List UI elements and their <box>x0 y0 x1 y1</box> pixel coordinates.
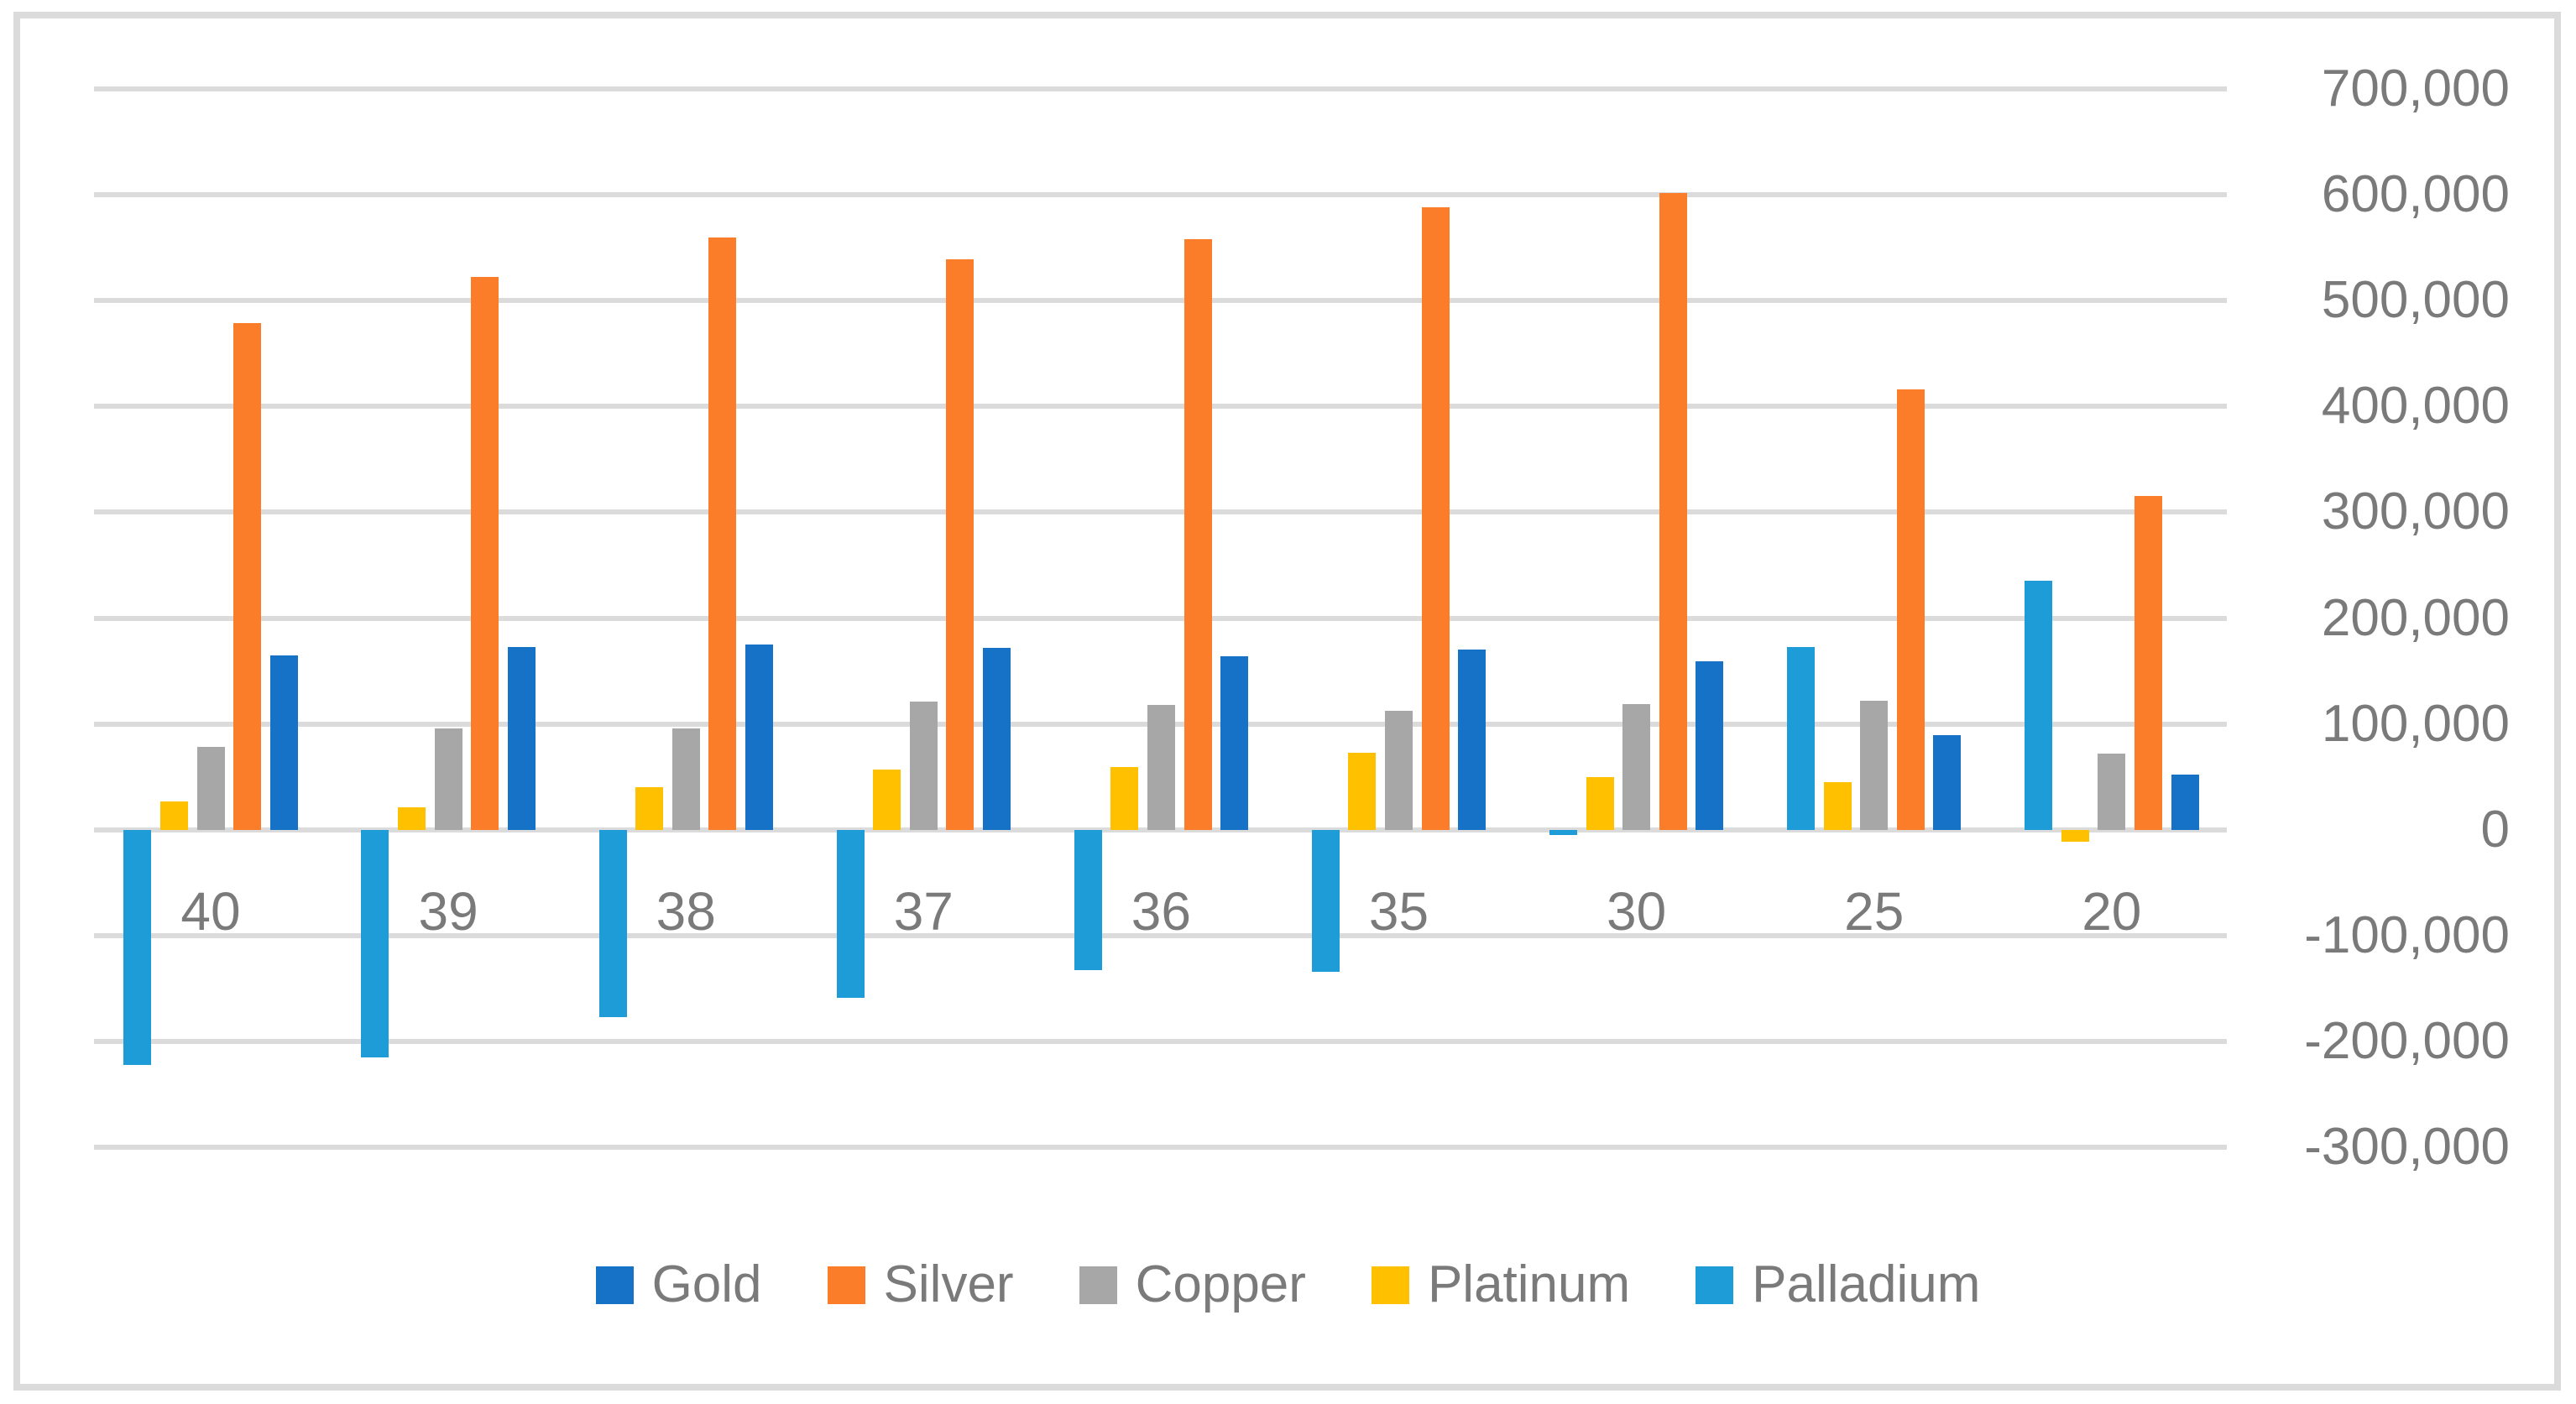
chart-legend: Gold Silver Copper Platinum Palladium <box>0 1255 2576 1315</box>
legend-item-platinum: Platinum <box>1371 1255 1631 1313</box>
palladium-bar <box>598 829 627 1017</box>
silver-bar <box>1659 192 1687 830</box>
legend-label: Silver <box>883 1255 1014 1313</box>
palladium-bar <box>1311 829 1340 972</box>
platinum-bar <box>1586 776 1614 830</box>
platinum-bar <box>873 769 901 830</box>
y-axis-tick-label: 600,000 <box>2321 165 2510 224</box>
y-axis-tick-label: 700,000 <box>2321 60 2510 117</box>
gridline <box>94 509 2227 515</box>
platinum-bar <box>635 787 664 830</box>
copper-bar <box>196 747 225 830</box>
platinum-bar <box>2061 829 2089 842</box>
x-axis-category-label: 40 <box>180 881 241 942</box>
silver-legend-swatch-icon <box>827 1266 865 1304</box>
silver-bar <box>1896 389 1925 830</box>
y-axis-tick-label: 100,000 <box>2321 694 2510 753</box>
y-axis-tick-label: 200,000 <box>2321 588 2510 647</box>
x-axis-category-label: 20 <box>2082 881 2142 942</box>
gold-bar <box>1220 655 1249 830</box>
x-axis-category-label: 36 <box>1131 881 1191 942</box>
silver-bar <box>1183 239 1212 830</box>
palladium-bar <box>361 829 389 1057</box>
x-axis-category-label: 39 <box>418 881 478 942</box>
silver-bar <box>708 237 737 830</box>
gridline <box>94 1145 2227 1150</box>
legend-item-palladium: Palladium <box>1696 1259 1980 1311</box>
y-axis-tick-label: -300,000 <box>2304 1118 2510 1176</box>
copper-bar <box>671 728 700 830</box>
copper-bar <box>1860 700 1889 830</box>
gold-bar <box>1933 735 1962 830</box>
platinum-bar <box>159 801 188 830</box>
copper-bar <box>2098 753 2126 830</box>
copper-bar <box>909 702 938 830</box>
platinum-bar <box>1823 781 1852 830</box>
legend-item-copper: Copper <box>1079 1259 1306 1311</box>
y-axis-tick-label: 500,000 <box>2321 271 2510 330</box>
y-axis-tick-label: 400,000 <box>2321 377 2510 436</box>
gold-bar <box>983 647 1011 830</box>
y-axis-tick-label: 300,000 <box>2321 483 2510 541</box>
silver-bar <box>1421 207 1450 830</box>
chart-border <box>13 12 2561 1391</box>
legend-item-gold: Gold <box>595 1255 762 1313</box>
platinum-bar <box>1348 752 1377 830</box>
silver-bar <box>2134 496 2162 830</box>
x-axis-category-label: 30 <box>1607 881 1667 942</box>
gridline <box>94 86 2227 91</box>
palladium-bar <box>1549 829 1577 835</box>
y-axis-tick-label: 0 <box>2480 800 2510 859</box>
zero-axis-line <box>94 827 2227 832</box>
gridline <box>94 192 2227 198</box>
palladium-bar <box>1074 829 1102 971</box>
x-axis-category-label: 35 <box>1368 881 1429 942</box>
gold-legend-swatch-icon <box>595 1266 634 1304</box>
palladium-bar <box>1787 646 1815 830</box>
copper-bar <box>434 728 462 830</box>
gridline <box>94 404 2227 410</box>
y-axis-tick-label: -100,000 <box>2304 906 2510 964</box>
silver-bar <box>233 322 262 830</box>
copper-bar <box>1385 711 1413 830</box>
platinum-legend-swatch-icon <box>1371 1266 1409 1304</box>
legend-label: Platinum <box>1427 1255 1631 1313</box>
legend-label: Gold <box>651 1255 762 1313</box>
platinum-bar <box>398 807 426 830</box>
gold-bar <box>2171 775 2199 830</box>
gold-bar <box>1458 650 1487 830</box>
gold-bar <box>269 655 298 830</box>
gridline <box>94 298 2227 304</box>
x-axis-category-label: 37 <box>893 881 954 942</box>
x-axis-category-label: 38 <box>656 881 716 942</box>
platinum-bar <box>1110 767 1139 830</box>
copper-legend-swatch-icon <box>1079 1266 1117 1304</box>
x-axis-category-label: 25 <box>1844 881 1905 942</box>
copper-bar <box>1147 704 1175 830</box>
palladium-bar <box>123 829 152 1065</box>
copper-bar <box>1622 703 1651 830</box>
legend-label: Palladium <box>1752 1255 1981 1313</box>
palladium-legend-swatch-icon <box>1696 1266 1734 1304</box>
legend-item-silver: Silver <box>827 1255 1014 1313</box>
gridline <box>94 1038 2227 1044</box>
gridline <box>94 615 2227 621</box>
gold-bar <box>507 646 536 830</box>
palladium-bar <box>836 829 865 999</box>
y-axis-tick-label: -200,000 <box>2304 1011 2510 1070</box>
gridline <box>94 932 2227 938</box>
gold-bar <box>745 645 773 830</box>
gold-bar <box>1696 661 1724 830</box>
legend-label: Copper <box>1135 1255 1306 1313</box>
silver-bar <box>946 259 974 830</box>
palladium-bar <box>2025 581 2053 830</box>
silver-bar <box>471 277 499 830</box>
